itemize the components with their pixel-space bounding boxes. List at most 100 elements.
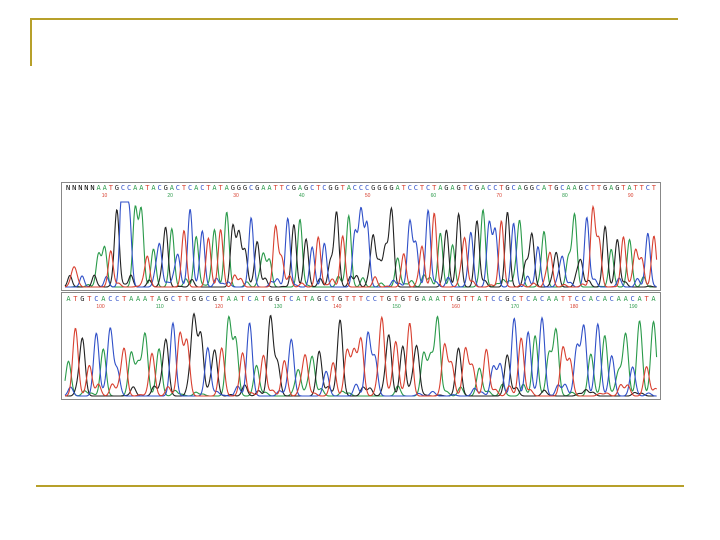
base-call: C	[121, 184, 125, 192]
base-call: G	[615, 184, 619, 192]
base-call: A	[624, 295, 629, 303]
base-call: G	[268, 295, 272, 303]
base-call: A	[136, 295, 141, 303]
base-call: C	[171, 295, 175, 303]
base-call: C	[498, 295, 502, 303]
position-number: 80	[562, 193, 568, 199]
base-call: T	[519, 295, 524, 303]
base-call: T	[499, 184, 504, 192]
base-call: C	[373, 295, 377, 303]
base-call: A	[347, 184, 352, 192]
base-call: T	[640, 184, 645, 192]
base-call: A	[603, 295, 608, 303]
base-call: G	[328, 184, 332, 192]
base-call: T	[87, 295, 92, 303]
base-call: A	[609, 184, 614, 192]
base-call: A	[518, 184, 523, 192]
base-call: A	[542, 184, 547, 192]
base-call: T	[206, 184, 211, 192]
base-call: C	[512, 295, 516, 303]
base-call: C	[127, 184, 131, 192]
base-call: C	[426, 184, 430, 192]
base-call: T	[470, 295, 475, 303]
base-call: C	[540, 295, 544, 303]
base-call: T	[73, 295, 78, 303]
base-call: C	[249, 184, 253, 192]
base-call: A	[157, 295, 162, 303]
base-call: C	[536, 184, 540, 192]
base-call: A	[143, 295, 148, 303]
base-call: C	[493, 184, 497, 192]
base-call: T	[359, 295, 364, 303]
base-call: G	[475, 184, 479, 192]
base-call: T	[484, 295, 489, 303]
base-call: T	[273, 184, 278, 192]
base-call: C	[526, 295, 530, 303]
base-call: G	[164, 295, 168, 303]
base-call: C	[596, 295, 600, 303]
base-call: A	[572, 184, 577, 192]
base-call: T	[352, 295, 357, 303]
base-call: A	[617, 295, 622, 303]
base-call: C	[324, 295, 328, 303]
base-call: A	[139, 184, 144, 192]
base-call: T	[548, 184, 553, 192]
base-call: A	[194, 184, 199, 192]
base-call: G	[579, 184, 583, 192]
base-call: C	[585, 184, 589, 192]
base-call: T	[145, 184, 150, 192]
base-call: G	[199, 295, 203, 303]
position-number: 170	[511, 304, 520, 310]
base-call: T	[408, 295, 413, 303]
base-call: C	[630, 295, 634, 303]
base-call: C	[157, 184, 161, 192]
base-call: T	[220, 295, 225, 303]
base-call: G	[164, 184, 168, 192]
base-call: C	[188, 184, 192, 192]
base-call: A	[422, 295, 427, 303]
base-call: G	[371, 184, 375, 192]
base-call: C	[366, 295, 370, 303]
position-number: 180	[570, 304, 579, 310]
base-call: C	[115, 295, 119, 303]
base-call: T	[240, 295, 245, 303]
base-call: T	[280, 184, 285, 192]
base-call: T	[652, 184, 657, 192]
base-call: T	[150, 295, 155, 303]
base-call: A	[438, 184, 443, 192]
base-call: C	[176, 184, 180, 192]
base-call: A	[298, 184, 303, 192]
base-call: G	[377, 184, 381, 192]
base-call: T	[185, 295, 190, 303]
base-call: A	[428, 295, 433, 303]
base-call: A	[133, 184, 138, 192]
base-call: A	[254, 295, 259, 303]
base-call: G	[231, 184, 235, 192]
base-call: T	[331, 295, 336, 303]
base-call: G	[115, 184, 119, 192]
base-call: N	[78, 184, 82, 192]
base-call: C	[582, 295, 586, 303]
base-call: T	[380, 295, 385, 303]
base-call: T	[345, 295, 350, 303]
base-call: A	[225, 184, 230, 192]
base-call: A	[129, 295, 134, 303]
base-call: A	[310, 295, 315, 303]
base-call: A	[627, 184, 632, 192]
base-call: C	[560, 184, 564, 192]
base-call: C	[200, 184, 204, 192]
base-call: A	[66, 295, 71, 303]
position-number: 20	[167, 193, 173, 199]
base-call: T	[303, 295, 308, 303]
base-call: G	[456, 184, 460, 192]
base-call: T	[568, 295, 573, 303]
base-call: C	[289, 295, 293, 303]
position-number: 190	[629, 304, 638, 310]
base-call: T	[109, 184, 114, 192]
position-number: 60	[431, 193, 437, 199]
trace-T	[64, 204, 658, 288]
base-call: T	[561, 295, 566, 303]
base-call: G	[554, 184, 558, 192]
base-call: N	[84, 184, 88, 192]
